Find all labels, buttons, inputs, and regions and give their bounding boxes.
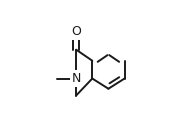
Text: O: O [71, 25, 81, 38]
Text: N: N [72, 72, 81, 85]
